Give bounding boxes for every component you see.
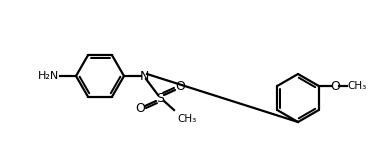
Text: O: O — [175, 80, 185, 93]
Text: CH₃: CH₃ — [177, 114, 196, 124]
Text: N: N — [139, 69, 149, 82]
Text: CH₃: CH₃ — [348, 81, 367, 91]
Text: O: O — [135, 102, 145, 115]
Text: O: O — [330, 80, 340, 93]
Text: H₂N: H₂N — [38, 71, 59, 81]
Text: S: S — [156, 92, 164, 105]
